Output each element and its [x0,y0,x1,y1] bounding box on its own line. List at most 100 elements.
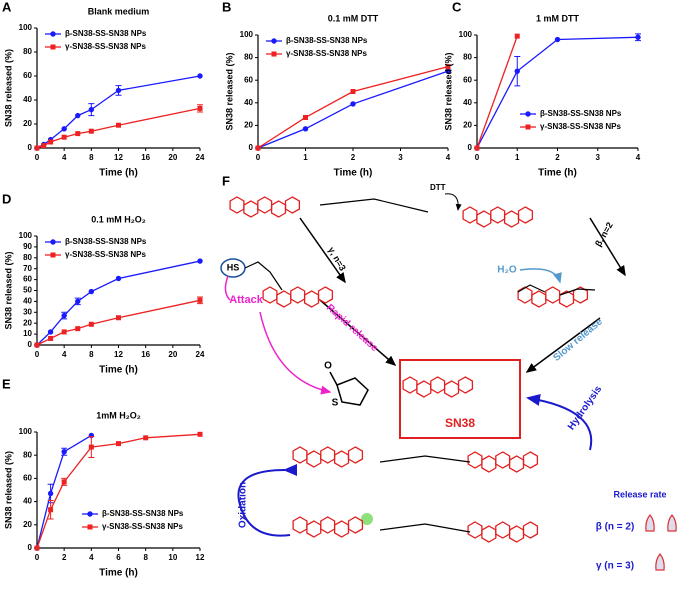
y-tick-label: 80 [23,253,32,262]
arrow [589,217,626,277]
marker [88,288,95,295]
arrow [299,217,346,284]
x-tick-label: 24 [196,350,205,359]
molecule-ring [347,516,364,534]
molecule-ring [495,451,511,469]
x-tick-label: 12 [114,350,123,359]
x-tick-label: 6 [116,553,121,562]
y-tick-label: 90 [23,242,32,251]
molecule-ring [495,521,511,539]
molecule-ring [243,200,259,218]
thiolactone [336,377,369,406]
legend-label: γ-SN38-SS-SN38 NPs [540,122,621,131]
linker [379,455,471,463]
y-axis-label: SN38 released (%) [3,451,13,529]
x-tick-label: 3 [398,153,403,162]
x-tick-label: 8 [143,553,148,562]
molecule-ring [257,196,273,214]
step-label: Hydrolysis [566,384,605,433]
marker [474,145,480,151]
marker [47,490,54,497]
step-label: Attack [229,294,264,306]
molecule-ring [306,450,322,468]
y-tick-label: 60 [23,71,32,80]
y-tick-label: 0 [249,143,254,152]
path-label: β, n=2 [593,220,615,248]
legend-label: β-SN38-SS-SN38 NPs [540,109,622,118]
panel-letter: C [452,0,462,14]
mechanism-diagram: F DTT γ, n=3 β, n=2 HS H₂O Attack Rapid … [220,173,677,572]
panel-letter: B [222,0,231,14]
molecule-ring [306,520,322,538]
chart-title: 0.1 mM H₂O₂ [91,214,146,224]
y-tick-label: 60 [463,75,472,84]
arrow [237,463,298,537]
product-label: SN38 [445,416,475,430]
x-tick-label: 4 [62,153,67,162]
molecule-ring [508,525,525,543]
rate-label: γ (n = 3) [596,561,634,572]
series-line [257,70,449,149]
rate-label: β (n = 2) [596,522,635,533]
molecule-ring [517,206,534,224]
marker [61,449,67,455]
marker [445,68,451,74]
molecule-ring [558,290,575,308]
x-tick-label: 0 [256,153,261,162]
y-tick-label: 100 [19,427,33,436]
marker [197,297,203,303]
rocket-icon [667,514,677,532]
y-axis-label: SN38 released (%) [224,52,234,130]
y-tick-label: 20 [463,121,472,130]
legend-marker [271,51,277,57]
molecule-ring [320,516,336,534]
y-tick-label: 100 [19,231,33,240]
chart-title: Blank medium [88,6,150,16]
oxidation-mark [361,513,373,525]
legend-label: γ-SN38-SS-SN38 NPs [102,522,183,531]
rocket-icon [645,514,655,532]
marker [143,435,149,441]
legend-label: β-SN38-SS-SN38 NPs [65,29,147,38]
marker [61,479,67,485]
y-tick-label: 100 [459,30,473,39]
x-tick-label: 12 [196,553,205,562]
molecule-ring [522,451,539,469]
reagent-label: H₂O [497,265,517,276]
y-tick-label: 60 [23,474,32,483]
marker [75,298,81,305]
arrow [259,311,332,395]
linker [379,523,471,533]
x-tick-label: 20 [168,153,177,162]
molecule-ring [402,376,418,394]
molecule-ring [303,290,320,308]
marker [41,143,47,149]
molecule-ring [517,286,533,304]
y-tick-label: 40 [244,98,253,107]
arrow [519,268,562,284]
marker [48,507,54,513]
molecule-ring [320,446,336,464]
molecule-ring [481,455,497,473]
x-tick-label: 4 [62,350,67,359]
molecule-ring [416,380,432,398]
marker [197,431,203,437]
molecule-ring [317,286,334,304]
x-tick-label: 2 [555,153,560,162]
step-label: Oxidation [238,482,249,528]
y-axis-label: SN38 released (%) [443,52,453,130]
marker [303,114,308,120]
series-line [36,107,201,149]
y-tick-label: 20 [23,119,32,128]
molecule-ring [462,206,478,224]
atom-label: O [324,361,332,372]
marker [302,126,309,132]
molecule-ring [284,196,301,214]
legend-marker [525,124,531,130]
x-axis-label: Time (h) [334,168,373,179]
y-tick-label: 0 [28,543,33,552]
x-tick-label: 10 [168,553,177,562]
marker [61,126,67,132]
legend-marker [271,38,277,44]
